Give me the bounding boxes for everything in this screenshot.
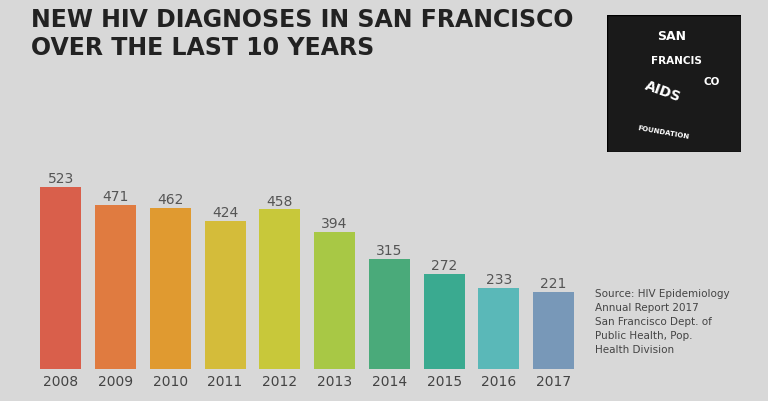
Text: CO: CO (703, 77, 720, 87)
FancyBboxPatch shape (607, 16, 741, 152)
Text: 523: 523 (48, 172, 74, 185)
Bar (204, 222, 246, 369)
Bar (95, 205, 136, 369)
Text: FRANCIS: FRANCIS (651, 56, 702, 66)
Text: 233: 233 (485, 272, 512, 286)
Text: 424: 424 (212, 206, 238, 220)
Bar (478, 288, 519, 369)
Text: 272: 272 (431, 259, 457, 273)
Text: AIDS: AIDS (644, 78, 683, 104)
Bar (533, 292, 574, 369)
Text: SAN: SAN (657, 30, 686, 43)
Text: FOUNDATION: FOUNDATION (637, 124, 690, 140)
Bar (40, 187, 81, 369)
Text: NEW HIV DIAGNOSES IN SAN FRANCISCO
OVER THE LAST 10 YEARS: NEW HIV DIAGNOSES IN SAN FRANCISCO OVER … (31, 8, 573, 60)
Text: 221: 221 (541, 276, 567, 290)
Text: 458: 458 (266, 194, 293, 208)
Bar (260, 210, 300, 369)
Text: 315: 315 (376, 244, 402, 258)
Text: 394: 394 (321, 216, 348, 230)
Text: 462: 462 (157, 192, 184, 207)
Text: 471: 471 (102, 190, 129, 203)
Bar (150, 209, 191, 369)
Bar (369, 259, 410, 369)
Text: Source: HIV Epidemiology
Annual Report 2017
San Francisco Dept. of
Public Health: Source: HIV Epidemiology Annual Report 2… (595, 289, 730, 354)
Bar (314, 232, 355, 369)
Bar (423, 274, 465, 369)
